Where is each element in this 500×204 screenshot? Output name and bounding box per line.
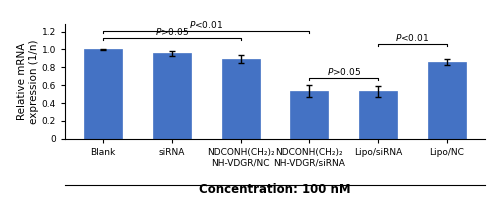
Bar	[360, 91, 397, 139]
Bar	[428, 62, 466, 139]
Bar	[84, 50, 122, 139]
Text: Concentration: 100 nM: Concentration: 100 nM	[199, 183, 351, 196]
Bar	[290, 91, 329, 139]
Text: $\it{P}$<0.01: $\it{P}$<0.01	[189, 19, 224, 30]
Text: $\it{P}$<0.01: $\it{P}$<0.01	[396, 32, 430, 43]
Bar	[153, 53, 190, 139]
Text: $\it{P}$>0.05: $\it{P}$>0.05	[154, 26, 189, 37]
Bar	[222, 59, 260, 139]
Text: $\it{P}$>0.05: $\it{P}$>0.05	[326, 66, 361, 77]
Y-axis label: Relative mRNA
expression (1/n): Relative mRNA expression (1/n)	[17, 39, 39, 124]
